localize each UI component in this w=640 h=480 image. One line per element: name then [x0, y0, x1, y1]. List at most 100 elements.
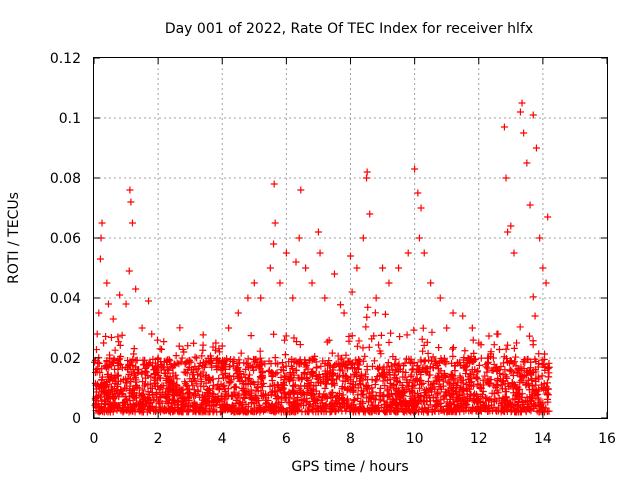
data-point-background — [205, 398, 213, 406]
data-point-background — [317, 407, 325, 415]
data-point-background — [339, 399, 347, 407]
data-point-background — [361, 352, 369, 360]
data-point-background — [428, 328, 436, 336]
data-point — [292, 258, 300, 266]
data-point-background — [479, 387, 487, 395]
data-point-background — [479, 376, 487, 384]
data-point-background — [344, 385, 352, 393]
data-point-background — [426, 371, 434, 379]
data-point-background — [423, 338, 431, 346]
data-point-background — [313, 375, 321, 383]
data-point-background — [359, 405, 367, 413]
data-point-background — [253, 359, 261, 367]
data-point-background — [206, 358, 214, 366]
data-point-background — [436, 359, 444, 367]
data-point — [302, 264, 310, 272]
data-point-background — [471, 355, 479, 363]
data-point-background — [244, 360, 252, 368]
data-point-background — [466, 395, 474, 403]
data-point — [128, 219, 136, 227]
data-point — [96, 255, 104, 263]
data-point-background — [184, 394, 192, 402]
data-point-background — [232, 365, 240, 373]
data-point-background — [221, 369, 229, 377]
data-point-background — [449, 344, 457, 352]
data-point-background — [322, 380, 330, 388]
data-point-background — [99, 381, 107, 389]
data-point-background — [219, 356, 227, 364]
data-point-background — [272, 400, 280, 408]
data-point — [100, 339, 108, 347]
data-point-background — [354, 360, 362, 368]
data-point — [353, 264, 361, 272]
data-point — [297, 186, 305, 194]
data-point-background — [220, 381, 228, 389]
data-point — [385, 279, 393, 287]
data-point-background — [481, 372, 489, 380]
data-point — [138, 324, 146, 332]
data-point-background — [475, 361, 483, 369]
data-point-background — [534, 363, 542, 371]
data-point-background — [177, 386, 185, 394]
data-point-background — [167, 361, 175, 369]
data-point-background — [234, 394, 242, 402]
data-point-background — [96, 402, 104, 410]
data-point-background — [531, 355, 539, 363]
data-point-background — [530, 405, 538, 413]
data-point-background — [532, 392, 540, 400]
data-point-background — [490, 341, 498, 349]
data-point-background — [287, 362, 295, 370]
data-point-background — [132, 391, 140, 399]
data-point-background — [144, 372, 152, 380]
data-point-background — [123, 379, 131, 387]
data-point — [289, 294, 297, 302]
data-point-background — [322, 400, 330, 408]
data-point-background — [493, 407, 501, 415]
data-point-background — [484, 379, 492, 387]
data-point-background — [199, 368, 207, 376]
data-point-background — [102, 400, 110, 408]
data-point-background — [342, 361, 350, 369]
data-point-background — [463, 362, 471, 370]
data-point-background — [338, 354, 346, 362]
data-point — [225, 324, 233, 332]
data-point-background — [296, 356, 304, 364]
data-point — [414, 189, 422, 197]
data-point-background — [235, 407, 243, 415]
data-point — [449, 309, 457, 317]
data-point — [180, 348, 188, 356]
data-point-background — [379, 377, 387, 385]
data-point-background — [270, 404, 278, 412]
data-point-background — [451, 362, 459, 370]
data-point-background — [128, 358, 136, 366]
data-point-background — [535, 408, 543, 416]
data-point — [436, 294, 444, 302]
data-point — [526, 201, 534, 209]
data-point-background — [409, 402, 417, 410]
data-point-background — [242, 408, 250, 416]
data-point-background — [176, 324, 184, 332]
data-point-background — [490, 403, 498, 411]
data-point — [257, 294, 265, 302]
data-point-background — [181, 402, 189, 410]
data-point-background — [314, 378, 322, 386]
data-point-background — [509, 404, 517, 412]
data-point-background — [239, 387, 247, 395]
data-point-background — [256, 354, 264, 362]
data-point-background — [270, 330, 278, 338]
data-point-background — [349, 401, 357, 409]
data-point — [539, 264, 547, 272]
data-point-background — [140, 360, 148, 368]
data-point-background — [312, 364, 320, 372]
data-point-background — [227, 355, 235, 363]
data-point-background — [392, 408, 400, 416]
data-point-background — [130, 370, 138, 378]
data-point-background — [140, 393, 148, 401]
x-tick-label: 8 — [346, 431, 355, 447]
data-point-background — [402, 355, 410, 363]
data-point-background — [294, 406, 302, 414]
data-point — [266, 264, 274, 272]
data-point-background — [453, 395, 461, 403]
data-point-background — [290, 334, 298, 342]
data-point — [544, 213, 552, 221]
